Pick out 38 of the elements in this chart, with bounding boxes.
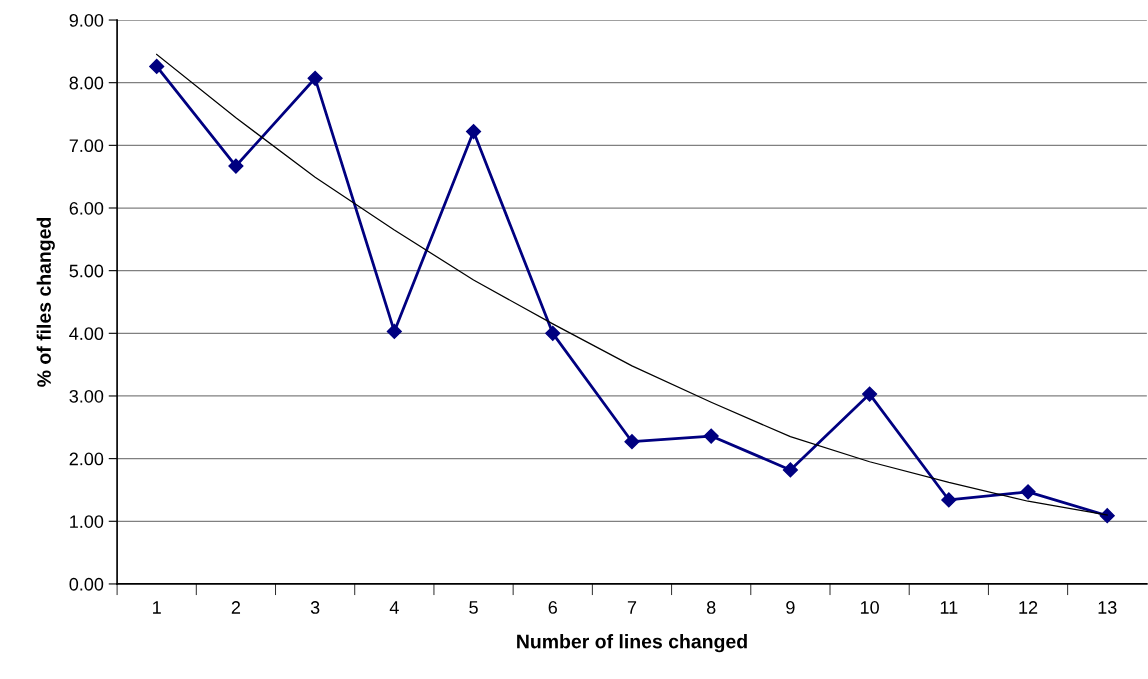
point [703,428,719,444]
x-tick-label: 12 [1019,601,1038,614]
point [386,323,402,340]
x-tick-label: 3 [310,601,320,614]
point [465,123,482,140]
x-tick-label: 2 [231,601,241,614]
y-tick-label: 9.00 [69,13,104,27]
x-tick-label: 8 [706,601,716,614]
x-tick-label: 7 [627,601,637,614]
y-tick-label: 0.00 [69,577,104,591]
point [782,462,798,478]
point [228,158,244,174]
point [624,434,640,450]
x-tick-label: 5 [469,601,478,614]
x-tick-label: 10 [860,601,879,614]
point [1099,508,1115,524]
x-axis-title: Number of lines changed [517,634,747,653]
x-tick-label: 13 [1098,601,1117,614]
y-tick-label: 5.00 [69,264,104,278]
point [149,58,165,74]
y-tick-label: 3.00 [69,389,104,403]
y-tick-label: 6.00 [69,201,104,215]
y-tick-label: 4.00 [69,327,104,341]
x-tick-label: 4 [389,601,399,614]
x-tick-label: 11 [940,601,958,614]
point [941,492,957,508]
x-tick-label: 1 [153,601,161,614]
y-tick-label: 8.00 [69,76,104,90]
point [545,325,561,341]
x-tick-label: 9 [786,601,795,614]
y-tick-label: 1.00 [70,515,104,528]
y-axis-title: % of files changed [36,217,55,387]
point [307,70,323,86]
point [1020,484,1036,500]
x-tick-label: 6 [548,601,557,614]
point [862,386,878,402]
y-tick-label: 2.00 [69,452,104,466]
y-tick-label: 7.00 [69,139,104,153]
